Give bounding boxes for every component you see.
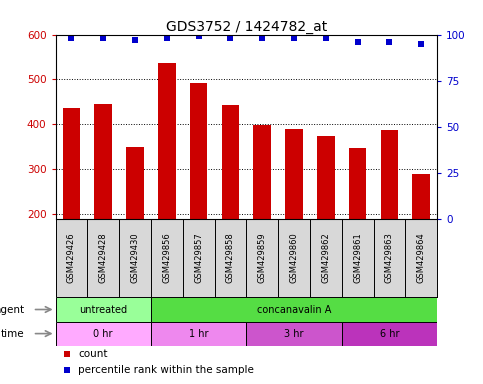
Text: percentile rank within the sample: percentile rank within the sample	[78, 364, 255, 374]
Bar	[342, 321, 437, 346]
Text: GSM429860: GSM429860	[289, 233, 298, 283]
Bar	[63, 108, 80, 218]
Text: GSM429861: GSM429861	[353, 233, 362, 283]
Text: time: time	[1, 329, 24, 339]
Title: GDS3752 / 1424782_at: GDS3752 / 1424782_at	[166, 20, 327, 33]
Point	[63, 351, 71, 357]
Point	[227, 35, 234, 41]
Point	[63, 366, 71, 372]
Bar	[222, 105, 239, 218]
Text: GSM429858: GSM429858	[226, 233, 235, 283]
Bar	[56, 298, 151, 321]
Point	[417, 41, 425, 47]
Text: GSM429856: GSM429856	[162, 233, 171, 283]
Bar	[151, 321, 246, 346]
Point	[290, 35, 298, 41]
Point	[354, 39, 361, 45]
Bar	[56, 321, 151, 346]
Text: GSM429859: GSM429859	[258, 233, 267, 283]
Text: GSM429864: GSM429864	[417, 233, 426, 283]
Bar	[254, 125, 271, 218]
Text: agent: agent	[0, 305, 24, 314]
Point	[163, 35, 170, 41]
Point	[68, 35, 75, 41]
Point	[131, 37, 139, 43]
Point	[99, 35, 107, 41]
Point	[385, 39, 393, 45]
Bar	[285, 129, 303, 218]
Text: GSM429428: GSM429428	[99, 233, 108, 283]
Text: GSM429426: GSM429426	[67, 233, 76, 283]
Bar	[95, 104, 112, 218]
Text: count: count	[78, 349, 108, 359]
Text: 3 hr: 3 hr	[284, 329, 304, 339]
Text: GSM429862: GSM429862	[321, 233, 330, 283]
Bar	[158, 63, 176, 218]
Bar	[317, 136, 335, 218]
Bar	[349, 148, 367, 218]
Point	[258, 35, 266, 41]
Text: untreated: untreated	[79, 305, 128, 314]
Text: 0 hr: 0 hr	[94, 329, 113, 339]
Point	[195, 33, 202, 40]
Text: GSM429863: GSM429863	[385, 233, 394, 283]
Bar	[151, 298, 437, 321]
Text: 1 hr: 1 hr	[189, 329, 208, 339]
Bar	[190, 83, 207, 218]
Bar	[412, 174, 430, 218]
Bar	[381, 130, 398, 218]
Text: GSM429857: GSM429857	[194, 233, 203, 283]
Bar	[246, 321, 342, 346]
Text: GSM429430: GSM429430	[130, 233, 140, 283]
Bar	[126, 147, 144, 218]
Text: concanavalin A: concanavalin A	[257, 305, 331, 314]
Text: 6 hr: 6 hr	[380, 329, 399, 339]
Point	[322, 35, 330, 41]
